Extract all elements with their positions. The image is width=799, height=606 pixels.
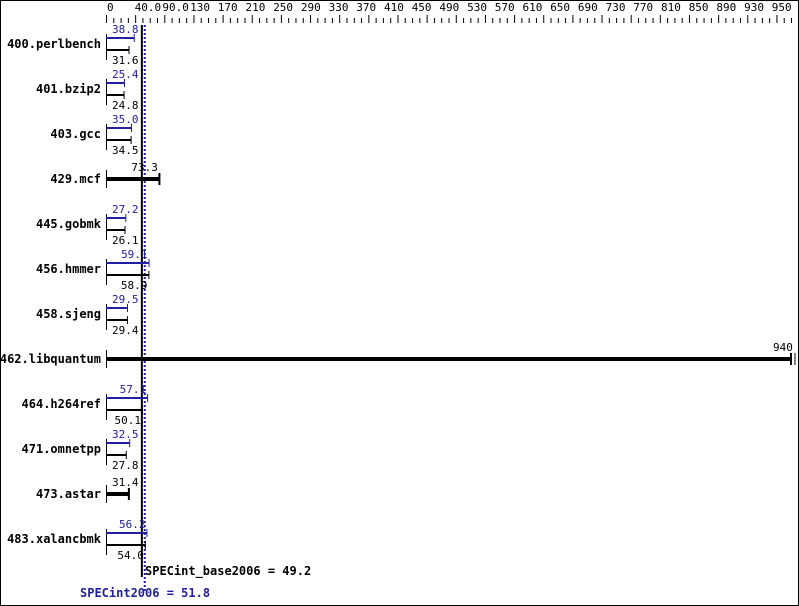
benchmark-label: 400.perlbench xyxy=(7,37,101,51)
base-value-label: 31.4 xyxy=(112,476,139,489)
peak-value-label: 57.1 xyxy=(120,383,147,396)
peak-value-label: 32.5 xyxy=(112,428,139,441)
tick-label: 130 xyxy=(190,1,210,14)
peak-value-label: 59.1 xyxy=(121,248,148,261)
base-value-label: 54.0 xyxy=(117,549,144,562)
base-value-label: 31.6 xyxy=(112,54,139,67)
peak-value-label: 56.2 xyxy=(119,518,146,531)
tick-label: 0 xyxy=(107,1,114,14)
base-value-label: 24.8 xyxy=(112,99,139,112)
benchmark-label: 458.sjeng xyxy=(36,307,101,321)
benchmark-label: 471.omnetpp xyxy=(22,442,101,456)
tick-label: 610 xyxy=(523,1,543,14)
tick-label: 370 xyxy=(356,1,376,14)
benchmark-label: 462.libquantum xyxy=(1,352,101,366)
benchmark-label: 483.xalancbmk xyxy=(7,532,102,546)
tick-label: 450 xyxy=(412,1,432,14)
peak-value-label: 27.2 xyxy=(112,203,139,216)
tick-label: 210 xyxy=(246,1,266,14)
peak-value-label: 35.0 xyxy=(112,113,139,126)
tick-label: 410 xyxy=(384,1,404,14)
tick-label: 90.0 xyxy=(162,1,189,14)
benchmark-label: 445.gobmk xyxy=(36,217,102,231)
tick-label: 650 xyxy=(550,1,570,14)
peak-value-label: 29.5 xyxy=(112,293,139,306)
tick-label: 170 xyxy=(218,1,238,14)
tick-label: 950 xyxy=(772,1,792,14)
peak-value-label: 38.8 xyxy=(112,23,139,36)
base-value-label: 29.4 xyxy=(112,324,139,337)
tick-label: 530 xyxy=(467,1,487,14)
benchmark-label: 429.mcf xyxy=(50,172,101,186)
tick-label: 570 xyxy=(495,1,515,14)
base-value-label: 26.1 xyxy=(112,234,139,247)
base-value-label: 27.8 xyxy=(112,459,139,472)
benchmark-label: 403.gcc xyxy=(50,127,101,141)
benchmark-label: 456.hmmer xyxy=(36,262,101,276)
tick-label: 290 xyxy=(301,1,321,14)
tick-label: 330 xyxy=(329,1,349,14)
tick-label: 40.0 xyxy=(135,1,162,14)
benchmark-label: 401.bzip2 xyxy=(36,82,101,96)
base-value-label: 73.3 xyxy=(131,161,158,174)
benchmark-label: 464.h264ref xyxy=(22,397,101,411)
peak-mean-label: SPECint2006 = 51.8 xyxy=(80,586,210,600)
base-value-label: 50.1 xyxy=(115,414,141,427)
tick-label: 850 xyxy=(689,1,709,14)
tick-label: 770 xyxy=(633,1,653,14)
tick-label: 810 xyxy=(661,1,681,14)
tick-label: 890 xyxy=(716,1,736,14)
base-mean-label: SPECint_base2006 = 49.2 xyxy=(145,564,311,579)
tick-label: 730 xyxy=(606,1,626,14)
tick-label: 930 xyxy=(744,1,764,14)
benchmark-label: 473.astar xyxy=(36,487,101,501)
base-value-label: 58.9 xyxy=(121,279,148,292)
tick-label: 250 xyxy=(273,1,293,14)
tick-label: 490 xyxy=(439,1,459,14)
tick-label: 690 xyxy=(578,1,598,14)
base-value-label: 940 xyxy=(773,341,793,354)
peak-value-label: 25.4 xyxy=(112,68,139,81)
base-value-label: 34.5 xyxy=(112,144,139,157)
